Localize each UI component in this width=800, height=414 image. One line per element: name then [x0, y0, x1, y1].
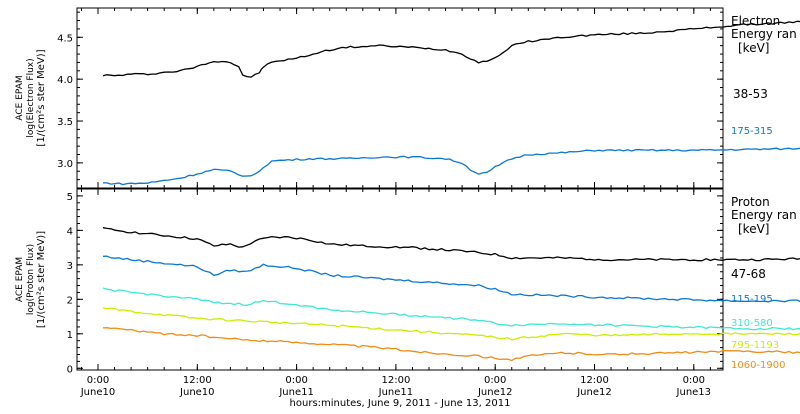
series-line-47-68: [102, 227, 800, 262]
x-tick-date-label: June10: [179, 387, 215, 398]
x-tick-date-label: June11: [278, 387, 314, 398]
x-tick-date-label: June10: [80, 387, 116, 398]
legend-units: [keV]: [738, 41, 769, 55]
y-tick-label: 5: [67, 192, 73, 203]
x-tick-time-label: 0:00: [484, 375, 506, 386]
x-axis-title: hours:minutes, June 9, 2011 - June 13, 2…: [290, 398, 511, 409]
legend-entry-47-68: 47-68: [731, 267, 766, 281]
y-tick-label: 0: [67, 364, 73, 375]
y-tick-label: 3.0: [57, 159, 73, 170]
legend-subtitle: Energy ran: [731, 27, 797, 41]
x-tick-date-label: June12: [576, 387, 612, 398]
legend-entry-795-1193: 795-1193: [731, 340, 779, 351]
x-tick-time-label: 12:00: [381, 375, 410, 386]
y-axis-label-line: [1/(cm²s ster MeV)]: [36, 49, 47, 146]
y-axis-label-line: [1/(cm²s ster MeV)]: [36, 231, 47, 328]
y-axis-label-line: log(Electron Flux): [26, 58, 36, 137]
y-tick-label: 4: [67, 226, 73, 237]
x-tick-time-label: 12:00: [183, 375, 212, 386]
legend-title: Proton: [731, 195, 770, 209]
series-line-1060-1900: [102, 327, 800, 362]
x-tick-date-label: June13: [676, 387, 712, 398]
legend-subtitle: Energy ran: [731, 208, 797, 222]
x-tick-date-label: June11: [378, 387, 414, 398]
series-line-38-53: [102, 20, 800, 78]
legend-entry-115-195: 115-195: [731, 294, 773, 305]
plot-frame-0: [76, 7, 724, 189]
legend-entry-175-315: 175-315: [731, 126, 773, 137]
y-tick-label: 2: [67, 295, 73, 306]
legend-units: [keV]: [738, 222, 769, 236]
x-tick-time-label: 0:00: [285, 375, 307, 386]
legend-title: Electron: [731, 14, 780, 28]
y-tick-label: 4.5: [57, 33, 73, 44]
series-line-310-580: [102, 287, 800, 331]
legend-entry-38-53: 38-53: [733, 87, 768, 101]
y-tick-label: 4.0: [57, 75, 73, 86]
y-axis-label-line: ACE EPAM: [15, 257, 25, 302]
x-tick-date-label: June12: [477, 387, 513, 398]
series-line-795-1193: [102, 307, 800, 341]
y-axis-label-line: log(Proton Flux): [26, 244, 36, 315]
x-tick-time-label: 12:00: [580, 375, 609, 386]
x-tick-time-label: 0:00: [87, 375, 109, 386]
x-tick-time-label: 0:00: [683, 375, 705, 386]
series-line-175-315: [102, 147, 800, 186]
legend-entry-310-580: 310-580: [731, 318, 773, 329]
y-axis-label-line: ACE EPAM: [15, 75, 25, 120]
y-tick-label: 3.5: [57, 117, 73, 128]
plot-frame-1: [76, 188, 724, 371]
legend-entry-1060-1900: 1060-1900: [731, 360, 786, 371]
y-tick-label: 3: [67, 261, 73, 272]
series-line-115-195: [102, 255, 800, 303]
y-tick-label: 1: [67, 330, 73, 341]
